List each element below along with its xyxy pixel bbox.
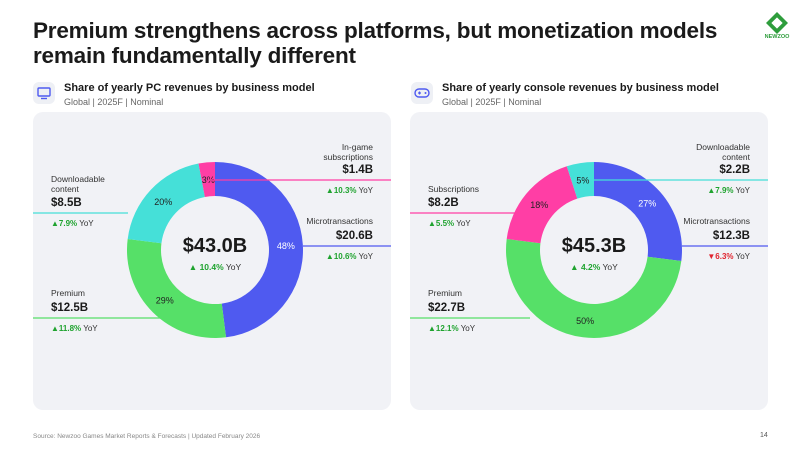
label-downloadable-content: Downloadable: [696, 142, 750, 152]
label-downloadable-content: content: [51, 184, 80, 194]
yoy-in-game-subscriptions: ▲10.3% YoY: [326, 186, 374, 195]
value-downloadable-content: $2.2B: [719, 164, 750, 176]
value-premium: $12.5B: [51, 302, 88, 314]
value-downloadable-content: $8.5B: [51, 197, 82, 209]
donut-hole: [541, 197, 647, 303]
label-premium: Premium: [51, 288, 85, 298]
label-microtransactions: Microtransactions: [683, 216, 750, 226]
label-microtransactions: Microtransactions: [306, 216, 373, 226]
label-in-game-subscriptions: In-game: [342, 142, 373, 152]
label-subscriptions: Subscriptions: [428, 184, 479, 194]
yoy-downloadable-content: ▲7.9% YoY: [51, 219, 94, 228]
slice-pct-label: 20%: [154, 197, 172, 207]
page-title: Premium strengthens across platforms, bu…: [33, 18, 718, 68]
pc-monitor-icon: [33, 82, 55, 104]
newzoo-logo: [766, 12, 788, 34]
yoy-subscriptions: ▲5.5% YoY: [428, 219, 471, 228]
console-chart-subtitle: Global | 2025F | Nominal: [442, 97, 542, 107]
label-in-game-subscriptions: subscriptions: [323, 152, 373, 162]
value-subscriptions: $8.2B: [428, 197, 459, 209]
console-chart-title: Share of yearly console revenues by busi…: [442, 82, 719, 94]
slice-pct-label: 48%: [277, 241, 295, 251]
donut-slice-downloadable-content: [566, 162, 594, 199]
donut-slice-microtransactions: [215, 162, 304, 338]
yoy-premium: ▲12.1% YoY: [428, 324, 476, 333]
slice-pct-label: 29%: [156, 296, 174, 306]
total-yoy: ▲ 4.2% YoY: [570, 262, 618, 272]
donut-slice-microtransactions: [594, 162, 682, 262]
yoy-downloadable-content: ▲7.9% YoY: [707, 186, 750, 195]
slice-pct-label: 27%: [638, 199, 656, 209]
pc-chart-subtitle: Global | 2025F | Nominal: [64, 97, 164, 107]
total-value: $43.0B: [183, 235, 248, 257]
slice-pct-label: 5%: [576, 175, 589, 185]
console-chart-card: 27% 50% 18% 5% $45.3B ▲ 4.2% YoY Microtransact…: [410, 112, 768, 410]
donut-slice-premium: [506, 238, 682, 338]
pc-chart-title: Share of yearly PC revenues by business …: [64, 82, 315, 94]
donut-slice-premium: [127, 238, 227, 338]
gamepad-icon: [411, 82, 433, 104]
donut-slice-subscriptions: [506, 166, 578, 244]
value-premium: $22.7B: [428, 302, 465, 314]
logo-text: NEWZOO: [764, 34, 790, 40]
donut-slice-downloadable-content: [127, 163, 205, 244]
pc-donut-chart: 48%29%20%3%$43.0B▲ 10.4% YoYMicrotransac…: [33, 142, 391, 338]
donut-hole: [162, 197, 268, 303]
total-yoy: ▲ 10.4% YoY: [189, 262, 242, 272]
page-number: 14: [760, 432, 768, 439]
label-downloadable-content: content: [722, 152, 751, 162]
slice-pct-label: 50%: [576, 316, 594, 326]
source-footnote: Source: Newzoo Games Market Reports & Fo…: [33, 433, 261, 440]
yoy-premium: ▲11.8% YoY: [51, 324, 98, 333]
slice-pct-label: 18%: [530, 200, 548, 210]
label-premium: Premium: [428, 288, 462, 298]
total-value: $45.3B: [562, 235, 627, 257]
value-microtransactions: $20.6B: [336, 230, 373, 242]
yoy-microtransactions: ▲10.6% YoY: [326, 252, 374, 261]
pc-chart-card: 48% 29% 20% 3% $43.0B ▲ 10.4% YoY Microtransac…: [33, 112, 391, 410]
yoy-microtransactions: ▼6.3% YoY: [707, 252, 750, 261]
value-in-game-subscriptions: $1.4B: [342, 164, 373, 176]
console-donut-chart: 27% 50% 18% 5% $45.3B ▲ 4.2% YoY Microtransact…: [410, 142, 768, 338]
value-microtransactions: $12.3B: [713, 230, 750, 242]
donut-slice-in-game-subscriptions: [198, 162, 215, 197]
label-downloadable-content: Downloadable: [51, 174, 105, 184]
